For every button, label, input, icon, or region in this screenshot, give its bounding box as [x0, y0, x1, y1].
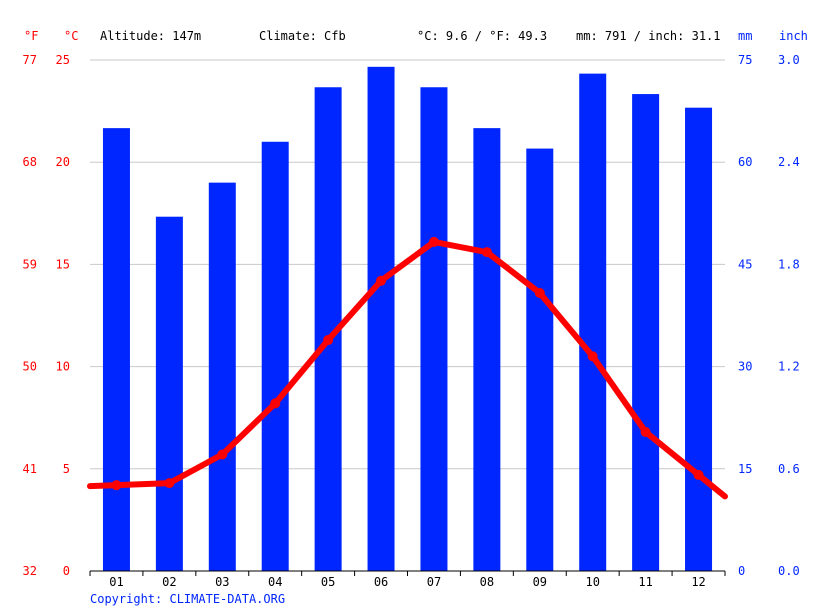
- mm-tick-label: 0: [738, 564, 745, 578]
- temperature-point: [693, 469, 704, 480]
- inch-tick-label: 0.0: [778, 564, 800, 578]
- celsius-tick-label: 5: [63, 462, 70, 476]
- x-tick-label: 11: [638, 575, 652, 589]
- x-tick-label: 06: [374, 575, 388, 589]
- precipitation-bar: [473, 128, 501, 571]
- x-tick-label: 10: [585, 575, 599, 589]
- temperature-point: [481, 247, 492, 258]
- mm-tick-label: 15: [738, 462, 752, 476]
- x-tick-label: 02: [162, 575, 176, 589]
- mm-tick-label: 30: [738, 360, 752, 374]
- precipitation-bar: [526, 148, 554, 571]
- temperature-line: [87, 236, 728, 500]
- inch-tick-label: 2.4: [778, 155, 800, 169]
- celsius-tick-label: 25: [56, 53, 70, 67]
- temperature-point: [376, 275, 387, 286]
- temperature-point: [323, 335, 334, 346]
- temperature-point: [534, 288, 545, 299]
- inch-tick-label: 0.6: [778, 462, 800, 476]
- fahrenheit-tick-label: 59: [23, 257, 37, 271]
- altitude-label: Altitude: 147m: [100, 29, 201, 43]
- chart-header: °F °C Altitude: 147m Climate: Cfb °C: 9.…: [24, 29, 808, 43]
- x-tick-label: 12: [691, 575, 705, 589]
- temperature-point: [640, 427, 651, 438]
- x-tick-label: 04: [268, 575, 282, 589]
- total-precipitation-label: mm: 791 / inch: 31.1: [576, 29, 721, 43]
- fahrenheit-tick-label: 77: [23, 53, 37, 67]
- mm-tick-label: 75: [738, 53, 752, 67]
- precipitation-bar: [367, 66, 395, 572]
- fahrenheit-unit-label: °F: [24, 29, 38, 43]
- copyright-label: Copyright: CLIMATE-DATA.ORG: [90, 592, 285, 606]
- celsius-tick-label: 15: [56, 257, 70, 271]
- inch-tick-label: 3.0: [778, 53, 800, 67]
- mm-unit-label: mm: [738, 29, 752, 43]
- fahrenheit-tick-label: 68: [23, 155, 37, 169]
- precipitation-bar: [420, 87, 448, 572]
- inch-unit-label: inch: [779, 29, 808, 43]
- precipitation-bar: [579, 73, 607, 572]
- x-tick-label: 09: [533, 575, 547, 589]
- mm-tick-label: 60: [738, 155, 752, 169]
- x-tick-label: 03: [215, 575, 229, 589]
- fahrenheit-tick-label: 50: [23, 360, 37, 374]
- celsius-tick-label: 10: [56, 360, 70, 374]
- x-tick-label: 05: [321, 575, 335, 589]
- temperature-point: [217, 449, 228, 460]
- precipitation-bar: [685, 107, 713, 572]
- precipitation-bar: [632, 94, 660, 572]
- temperature-point: [270, 398, 281, 409]
- temperature-point: [428, 236, 439, 247]
- temperature-line-path: [87, 238, 728, 500]
- climate-label: Climate: Cfb: [259, 29, 346, 43]
- tick-labels: 01 02 03 04 05 06 07 08 09 10 11 12 32 0 0 0.0 41 5 15 0.6 5…: [23, 53, 800, 589]
- axes: [89, 570, 726, 576]
- x-tick-label: 01: [109, 575, 123, 589]
- inch-tick-label: 1.8: [778, 257, 800, 271]
- celsius-tick-label: 0: [63, 564, 70, 578]
- x-tick-label: 07: [427, 575, 441, 589]
- temperature-point: [587, 351, 598, 362]
- celsius-unit-label: °C: [64, 29, 78, 43]
- fahrenheit-tick-label: 41: [23, 462, 37, 476]
- celsius-tick-label: 20: [56, 155, 70, 169]
- precipitation-bar: [208, 182, 236, 571]
- temperature-point: [164, 478, 175, 489]
- precipitation-bar: [102, 128, 130, 571]
- fahrenheit-tick-label: 32: [23, 564, 37, 578]
- mm-tick-label: 45: [738, 257, 752, 271]
- average-temperature-label: °C: 9.6 / °F: 49.3: [417, 29, 547, 43]
- inch-tick-label: 1.2: [778, 360, 800, 374]
- precipitation-bars: [102, 66, 713, 572]
- temperature-point: [111, 480, 122, 491]
- precipitation-bar: [155, 216, 183, 571]
- precipitation-bar: [261, 141, 289, 571]
- x-tick-label: 08: [480, 575, 494, 589]
